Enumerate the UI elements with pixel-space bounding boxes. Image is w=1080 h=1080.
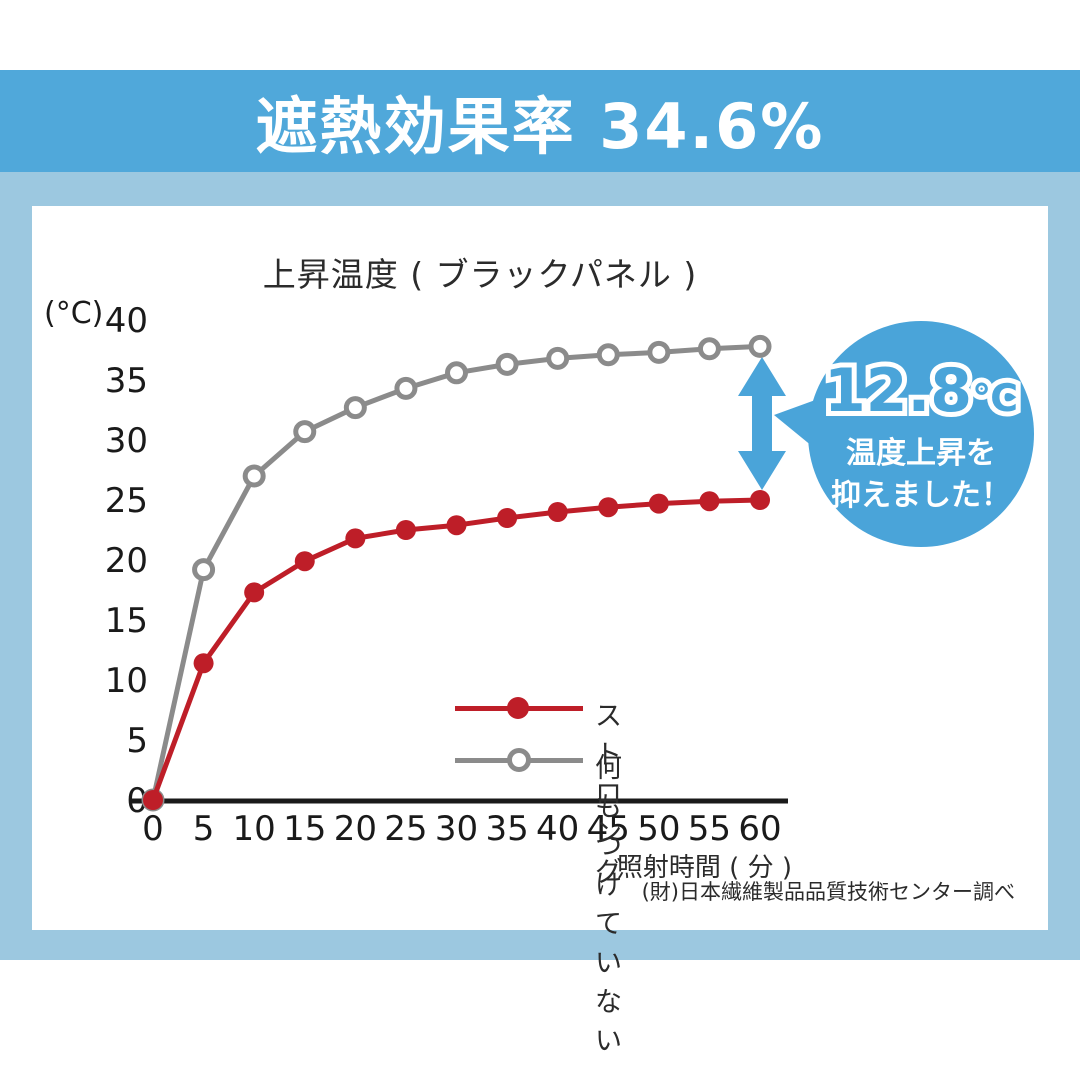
x-tick-label: 20 — [334, 809, 377, 849]
data-point-filled — [648, 493, 669, 514]
y-tick-label: 40 — [105, 301, 148, 341]
y-tick-label: 35 — [105, 361, 148, 401]
y-tick-label: 30 — [105, 421, 148, 461]
data-point-filled — [395, 520, 416, 540]
data-point-filled — [598, 497, 619, 518]
data-point-open — [546, 346, 570, 370]
callout-bubble: 12.8℃ 12.8℃ 温度上昇を 抑えました！ — [774, 321, 1034, 547]
x-tick-label: 35 — [485, 809, 528, 849]
data-point-filled — [446, 515, 467, 536]
data-point-open — [748, 334, 772, 358]
data-point-open — [242, 464, 266, 488]
legend-marker-open-dot-icon — [507, 748, 531, 772]
data-point-filled — [143, 790, 163, 810]
y-tick-label: 15 — [105, 601, 148, 641]
x-tick-label: 15 — [283, 809, 326, 849]
x-tick-label: 60 — [738, 809, 781, 849]
data-point-open — [394, 376, 418, 400]
chart-title: 上昇温度 ( ブラックパネル ) — [262, 255, 698, 294]
callout-bubble-tail — [774, 399, 818, 451]
series-line-untreated — [150, 343, 763, 803]
x-tick-label: 55 — [688, 809, 731, 849]
difference-arrow-icon — [738, 357, 786, 490]
y-tick-label: 10 — [105, 661, 148, 701]
y-tick-label: 5 — [126, 721, 148, 761]
callout-message: 温度上昇を 抑えました！ — [831, 436, 1011, 513]
x-tick-label: 50 — [637, 809, 680, 849]
data-point-open — [647, 340, 671, 364]
x-tick-label: 5 — [193, 809, 215, 849]
data-point-filled — [699, 491, 720, 512]
header-banner: 遮熱効果率 34.6% — [0, 70, 1080, 172]
legend-label: ストロング — [595, 701, 622, 888]
data-point-open — [445, 361, 469, 385]
data-point-filled — [193, 653, 214, 674]
source-note: (財)日本繊維製品品質技術センター調べ — [641, 880, 1015, 904]
series-line-strong — [150, 497, 763, 803]
x-tick-label: 30 — [435, 809, 478, 849]
x-tick-label: 10 — [233, 809, 276, 849]
data-point-open — [697, 337, 721, 361]
y-axis-unit-label: (°C) — [44, 296, 104, 331]
x-tick-label: 45 — [587, 809, 630, 849]
data-point-open — [596, 343, 620, 367]
x-axis-label: 照射時間 ( 分 ) — [616, 853, 792, 883]
data-point-open — [293, 420, 317, 444]
y-tick-label: 25 — [105, 481, 148, 521]
y-tick-label: 0 — [126, 781, 148, 821]
legend-label: 何もつけていない — [595, 753, 622, 1057]
callout-value-outline: 12.8℃ — [819, 354, 1023, 428]
data-point-open — [192, 558, 216, 582]
data-point-filled — [244, 582, 265, 603]
data-point-filled — [750, 490, 771, 510]
y-tick-label: 20 — [105, 541, 148, 581]
x-tick-label: 40 — [536, 809, 579, 849]
callout-value: 12.8℃ 12.8℃ — [808, 354, 1034, 430]
x-tick-label: 0 — [142, 809, 164, 849]
legend-marker-filled-dot-icon — [507, 697, 529, 719]
x-tick-label: 25 — [384, 809, 427, 849]
data-point-filled — [547, 502, 568, 522]
data-point-filled — [345, 528, 366, 549]
data-point-filled — [294, 551, 315, 572]
data-point-open — [495, 352, 519, 376]
callout-value-fill: 12.8℃ — [823, 356, 1019, 426]
data-point-filled — [497, 508, 518, 528]
data-point-open — [343, 396, 367, 420]
page-title: 遮熱効果率 34.6% — [255, 90, 825, 163]
